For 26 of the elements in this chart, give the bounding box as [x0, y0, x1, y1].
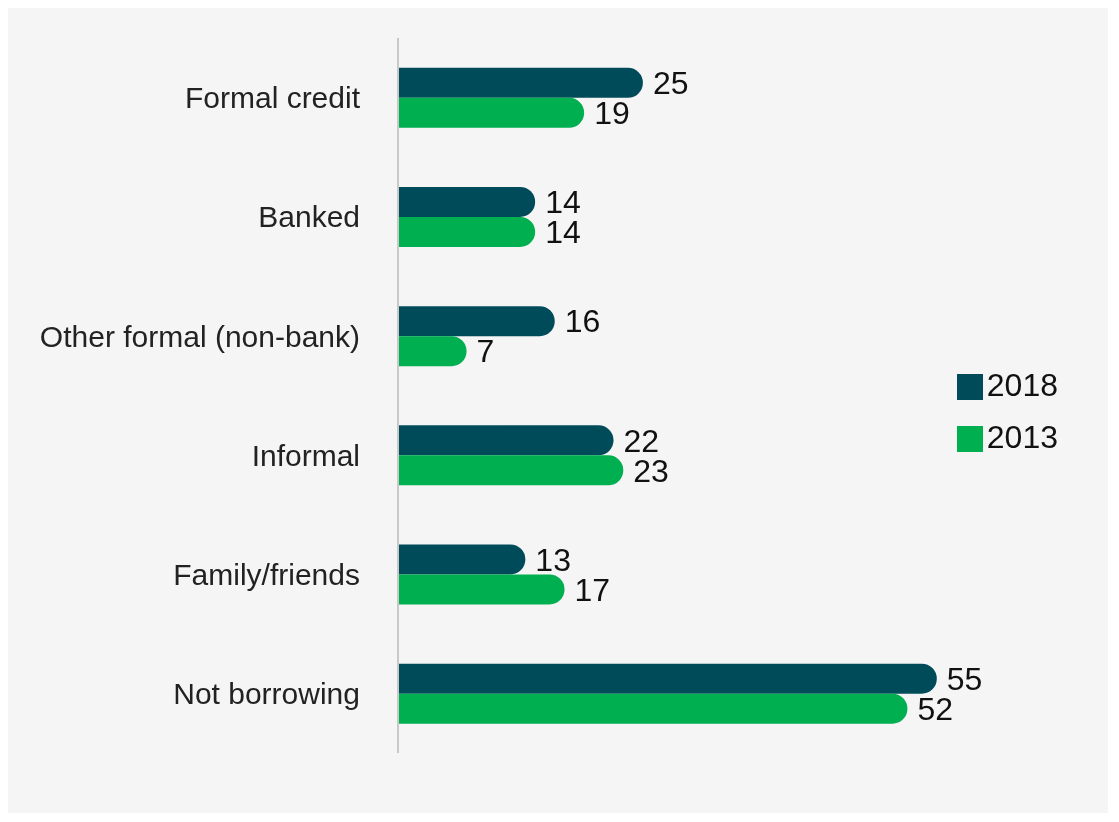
bar	[398, 425, 614, 456]
data-label: 13	[535, 541, 571, 578]
bar	[398, 67, 643, 98]
y-tick-label: Other formal (non-bank)	[39, 319, 360, 353]
y-tick-label: Not borrowing	[173, 677, 360, 711]
bar	[398, 97, 585, 128]
bar	[398, 544, 526, 575]
y-tick-label: Informal	[251, 438, 360, 472]
data-label: 19	[594, 95, 630, 132]
bar	[398, 186, 536, 217]
bar	[398, 216, 536, 247]
bar	[398, 574, 565, 605]
y-tick-label: Formal credit	[184, 81, 361, 115]
data-label: 25	[652, 65, 689, 102]
bar	[398, 336, 467, 367]
bar	[398, 663, 937, 694]
bar	[398, 455, 624, 486]
bar	[398, 306, 555, 337]
legend-label: 2018	[986, 366, 1058, 403]
data-label: 16	[564, 303, 601, 340]
data-label: 7	[476, 333, 495, 370]
y-tick-label: Family/friends	[173, 557, 360, 591]
legend-label: 2013	[986, 418, 1058, 455]
bar	[398, 693, 908, 724]
y-tick-label: Banked	[258, 200, 360, 234]
data-label: 17	[574, 571, 611, 608]
